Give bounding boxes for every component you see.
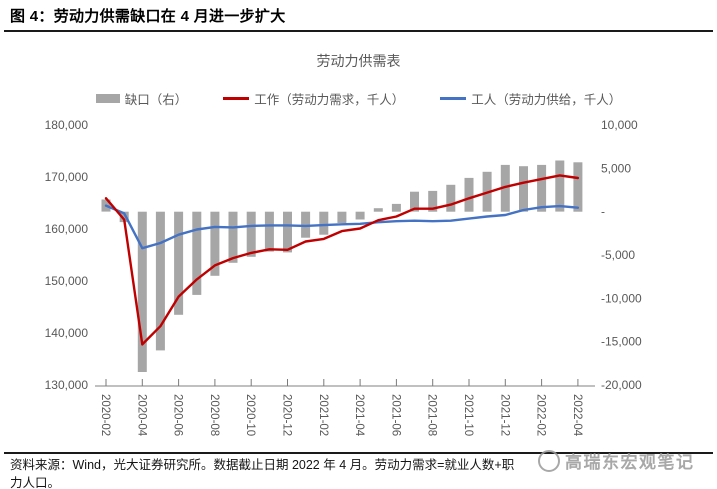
watermark-text: 高瑞东宏观笔记	[565, 453, 695, 472]
watermark: 高瑞东宏观笔记	[538, 448, 695, 473]
gap-bar	[355, 211, 365, 220]
gap-bar	[555, 160, 565, 212]
gap-bar	[246, 211, 256, 257]
right-axis-tick-label: -20,000	[601, 378, 642, 392]
footer-divider	[4, 452, 713, 454]
x-axis-category-label: 2020-10	[244, 394, 256, 436]
gap-bar	[573, 162, 583, 212]
x-axis-category-label: 2020-04	[135, 394, 147, 437]
gap-bar	[537, 164, 547, 212]
x-axis-category-label: 2021-12	[498, 394, 510, 436]
source-note-line2: 力人口。	[10, 475, 61, 489]
left-axis-tick-label: 140,000	[45, 326, 89, 340]
gap-bar	[519, 166, 528, 212]
gap-bar	[391, 203, 401, 212]
gap-bar	[446, 184, 456, 212]
legend-item-demand: 工作（劳动力需求，千人）	[223, 89, 404, 108]
x-axis-category-label: 2021-02	[317, 394, 329, 436]
left-axis-tick-label: 160,000	[45, 222, 89, 236]
left-axis-tick-label: 170,000	[45, 170, 89, 184]
gap-bar	[210, 211, 220, 276]
right-axis-tick-label: 5,000	[601, 161, 631, 175]
x-axis-category-label: 2022-04	[571, 394, 583, 437]
gap-bar	[192, 211, 202, 295]
left-axis-tick-label: 180,000	[45, 118, 89, 132]
demand-line-swatch-icon	[223, 97, 250, 100]
supply-line	[104, 204, 580, 250]
demand-line	[104, 174, 580, 346]
x-axis-category-label: 2021-08	[426, 394, 438, 436]
x-axis-category-label: 2021-06	[389, 394, 401, 436]
gap-bar	[500, 164, 510, 212]
figure-title: 图 4：劳动力供需缺口在 4 月进一步扩大	[10, 8, 286, 25]
header-divider	[4, 30, 713, 32]
gap-bar	[464, 177, 474, 212]
gap-bar	[428, 190, 438, 212]
gap-bar	[174, 211, 184, 315]
supply-line-swatch-icon	[440, 97, 467, 100]
x-axis-category-label: 2021-04	[353, 394, 365, 437]
legend-item-supply: 工人（劳动力供给，千人）	[440, 89, 621, 108]
watermark-logo-icon	[538, 449, 560, 472]
right-axis-tick-label: -5,000	[601, 248, 635, 262]
chart-title: 劳动力供需表	[316, 53, 401, 69]
left-axis-tick-label: 150,000	[45, 274, 89, 288]
gap-bar-swatch-icon	[95, 94, 120, 103]
right-axis-tick-label: -15,000	[601, 335, 642, 349]
legend-label-demand: 工作（劳动力需求，千人）	[254, 93, 405, 107]
gap-bar	[373, 208, 383, 212]
source-note: 资料来源：Wind，光大证券研究所。数据截止日期 2022 年 4 月。劳动力需…	[10, 457, 709, 489]
gap-bar	[155, 211, 165, 351]
legend-label-supply: 工人（劳动力供给，千人）	[471, 93, 622, 107]
right-axis-tick-label: -10,000	[601, 291, 642, 305]
chart-legend: 缺口（右） 工作（劳动力需求，千人） 工人（劳动力供给，千人）	[0, 89, 717, 108]
gap-bar	[137, 211, 147, 372]
gap-bar	[228, 211, 238, 263]
gap-bar	[337, 211, 347, 223]
x-axis-category-label: 2020-08	[208, 394, 220, 436]
x-axis-category-label: 2021-10	[462, 394, 474, 436]
right-axis-tick-label: 10,000	[601, 118, 638, 132]
x-axis-category-label: 2020-12	[281, 394, 293, 436]
left-axis-tick-label: 130,000	[45, 378, 89, 392]
x-axis-category-label: 2022-02	[535, 394, 547, 436]
gap-bar	[319, 211, 329, 235]
gap-bar	[264, 211, 274, 252]
x-axis-category-label: 2020-06	[172, 394, 184, 436]
gap-bar	[410, 191, 419, 212]
gap-bar	[283, 211, 292, 253]
gap-bar	[119, 211, 129, 223]
source-note-line1: 资料来源：Wind，光大证券研究所。数据截止日期 2022 年 4 月。劳动力需…	[10, 458, 515, 472]
legend-item-gap: 缺口（右）	[95, 89, 188, 108]
legend-label-gap: 缺口（右）	[124, 93, 188, 107]
right-axis-tick-label: -	[601, 205, 605, 219]
x-axis-category-label: 2020-02	[99, 394, 111, 436]
